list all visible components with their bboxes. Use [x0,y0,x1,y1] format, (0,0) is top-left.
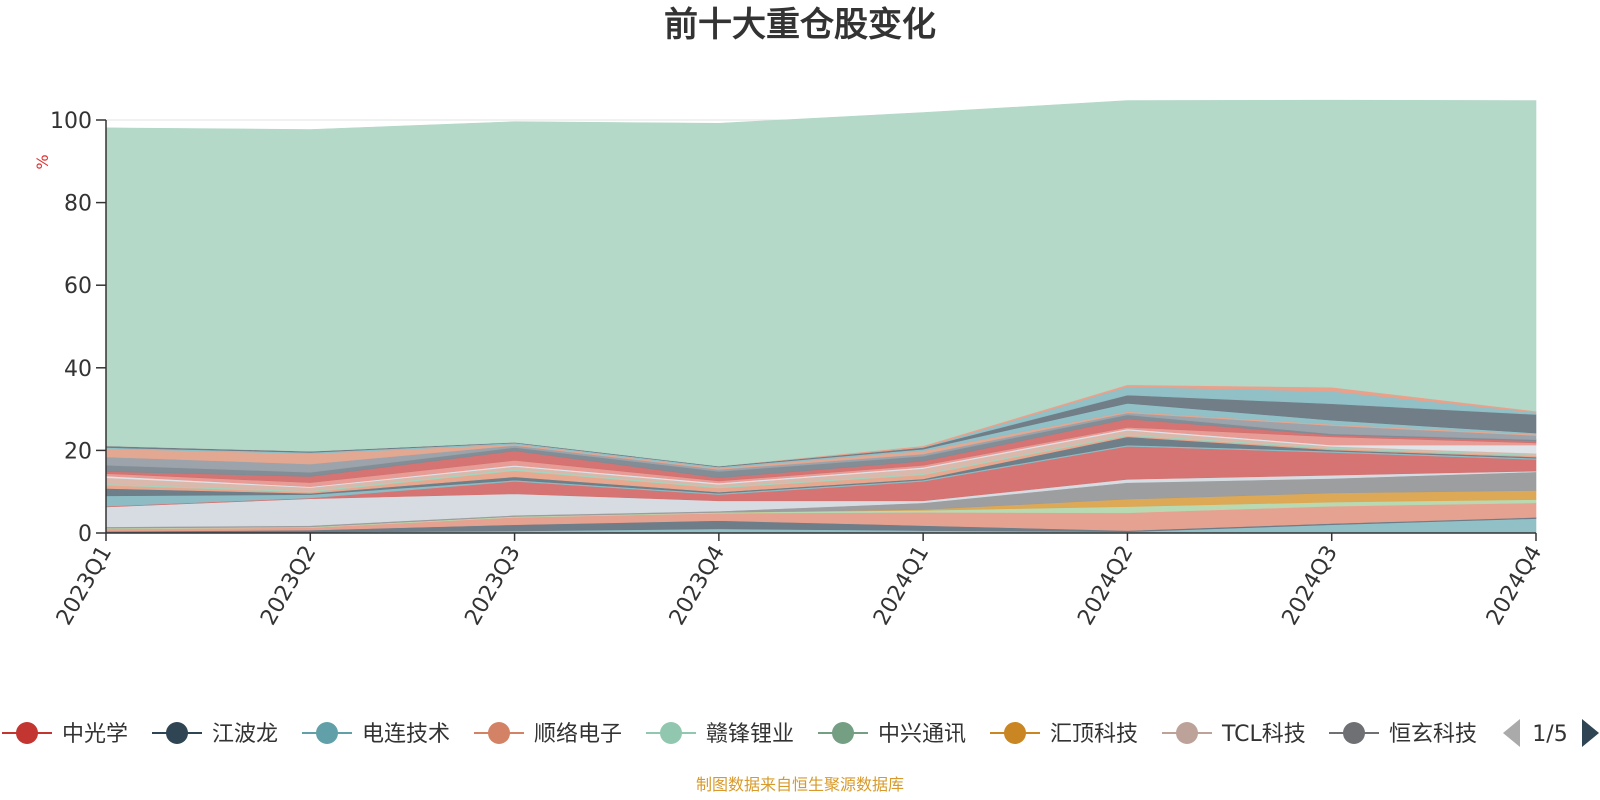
legend-label: 中光学 [62,722,128,747]
legend-page-indicator: 1/5 [1532,722,1567,747]
y-tick-label: 80 [64,192,92,217]
legend-label: 汇顶科技 [1050,722,1138,747]
legend: 中光学 江波龙 电连技术 顺络电子 赣锋锂业 中兴通讯 汇顶科技 TCL科技 恒玄科技 1/5 [2,719,1599,747]
legend-next-icon[interactable] [1582,719,1599,747]
y-tick-label: 40 [64,357,92,382]
x-tick-label: 2023Q2 [256,542,321,630]
legend-marker [1004,722,1026,744]
legend-marker [1176,722,1198,744]
legend-marker [16,722,38,744]
legend-label: 中兴通讯 [878,722,966,747]
x-tick-label: 2023Q1 [52,542,117,630]
legend-marker [1343,722,1365,744]
legend-item[interactable]: 顺络电子 [474,722,622,747]
legend-label: TCL科技 [1221,722,1306,747]
legend-marker [660,722,682,744]
legend-item[interactable]: 中兴通讯 [818,722,966,747]
legend-item[interactable]: 恒玄科技 [1329,722,1477,747]
x-tick-label: 2024Q3 [1278,542,1343,630]
x-tick-label: 2023Q4 [665,542,730,630]
legend-label: 江波龙 [212,722,278,747]
legend-prev-icon[interactable] [1503,719,1520,747]
legend-label: 电连技术 [362,722,450,747]
source-note: 制图数据来自恒生聚源数据库 [696,775,904,794]
y-tick-label: 100 [50,109,92,134]
legend-item[interactable]: TCL科技 [1162,722,1306,747]
x-tick-label: 2024Q1 [869,542,934,630]
legend-marker [166,722,188,744]
legend-items: 中光学 江波龙 电连技术 顺络电子 赣锋锂业 中兴通讯 汇顶科技 TCL科技 恒玄科技 [2,722,1477,747]
y-tick-label: 0 [78,522,92,547]
legend-marker [832,722,854,744]
area-series [105,99,1537,534]
x-tick-label: 2024Q2 [1073,542,1138,630]
chart-title: 前十大重仓股变化 [664,5,936,45]
y-tick-label: 60 [64,274,92,299]
legend-item[interactable]: 中光学 [2,722,128,747]
legend-label: 赣锋锂业 [706,722,794,747]
y-axis-unit: % [33,154,52,169]
x-tick-label: 2023Q3 [460,542,525,630]
legend-item[interactable]: 电连技术 [302,722,450,747]
x-tick-label: 2024Q4 [1482,542,1547,630]
area-series-23 [105,99,1537,467]
legend-label: 恒玄科技 [1389,722,1477,747]
legend-label: 顺络电子 [534,722,622,747]
y-tick-label: 20 [64,439,92,464]
legend-marker [488,722,510,744]
legend-marker [316,722,338,744]
legend-item[interactable]: 赣锋锂业 [646,722,794,747]
legend-item[interactable]: 汇顶科技 [990,722,1138,747]
legend-item[interactable]: 江波龙 [152,722,278,747]
